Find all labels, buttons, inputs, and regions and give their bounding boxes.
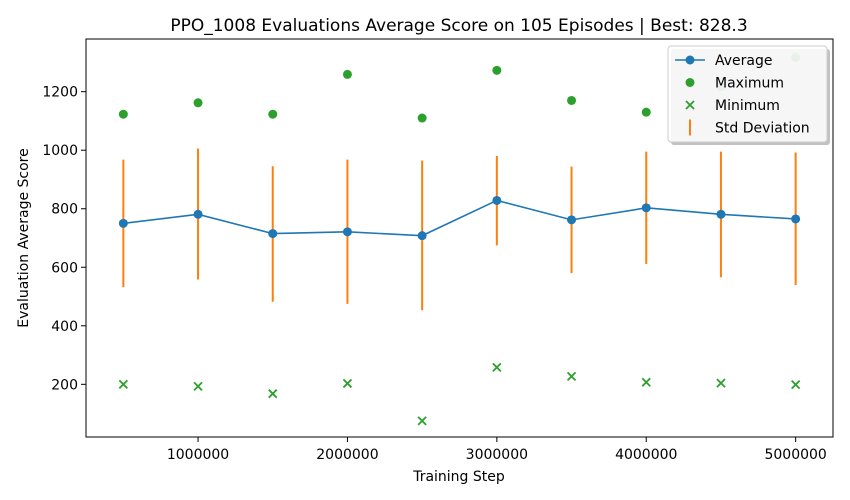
- y-tick-label: 1000: [42, 143, 78, 159]
- minimum-point: [193, 381, 203, 392]
- average-point: [268, 229, 278, 239]
- legend-label: Std Deviation: [715, 121, 810, 137]
- minimum-point: [342, 378, 353, 389]
- minimum-point: [791, 379, 801, 390]
- average-line: [123, 199, 796, 237]
- minimum-point: [716, 378, 726, 388]
- maximum-point: [417, 113, 427, 123]
- maximum-point: [492, 65, 502, 75]
- y-axis-label: Evaluation Average Score: [16, 148, 32, 327]
- maximum-point: [118, 109, 128, 119]
- legend-average-marker: [685, 55, 695, 65]
- average-point: [417, 231, 427, 241]
- x-tick-label: 1000000: [167, 447, 229, 463]
- x-axis: 1000000 2000000 3000000 4000000 5000000: [167, 437, 827, 463]
- minimum-point: [566, 371, 577, 382]
- chart-marks: [118, 52, 801, 426]
- y-tick-label: 600: [51, 260, 78, 276]
- average-point: [791, 214, 801, 224]
- average-point: [492, 195, 502, 205]
- x-tick-label: 3000000: [466, 447, 528, 463]
- x-tick-label: 4000000: [615, 447, 677, 463]
- average-point: [118, 218, 128, 228]
- maximum-point: [641, 107, 651, 117]
- y-tick-label: 800: [51, 202, 78, 218]
- legend-label: Maximum: [715, 76, 784, 92]
- legend-label: Minimum: [715, 98, 780, 114]
- y-axis: 200 400 600 800 1000 1200: [42, 85, 86, 393]
- y-tick-label: 1200: [42, 85, 78, 101]
- x-axis-label: Training Step: [412, 469, 505, 485]
- minimum-point: [641, 377, 651, 387]
- legend-label: Average: [715, 53, 773, 69]
- legend: Average Maximum Minimum Std Deviation: [667, 45, 830, 145]
- average-point: [342, 227, 352, 237]
- x-tick-label: 5000000: [764, 447, 826, 463]
- chart-title: PPO_1008 Evaluations Average Score on 10…: [170, 16, 747, 36]
- average-point: [716, 209, 726, 219]
- average-point: [567, 215, 577, 225]
- average-point: [193, 209, 203, 219]
- y-tick-label: 400: [51, 319, 78, 335]
- legend-box: [667, 45, 828, 143]
- minimum-point: [417, 416, 427, 426]
- minimum-point: [118, 379, 128, 389]
- maximum-point: [567, 95, 577, 105]
- maximum-point: [342, 69, 352, 79]
- maximum-point: [193, 98, 203, 108]
- legend-minimum-marker: [685, 100, 695, 110]
- minimum-point: [492, 362, 502, 372]
- legend-maximum-marker: [685, 78, 695, 87]
- y-tick-label: 200: [51, 377, 78, 393]
- minimum-point: [268, 389, 278, 399]
- maximum-point: [268, 109, 278, 119]
- average-point: [641, 203, 651, 213]
- x-tick-label: 2000000: [316, 447, 378, 463]
